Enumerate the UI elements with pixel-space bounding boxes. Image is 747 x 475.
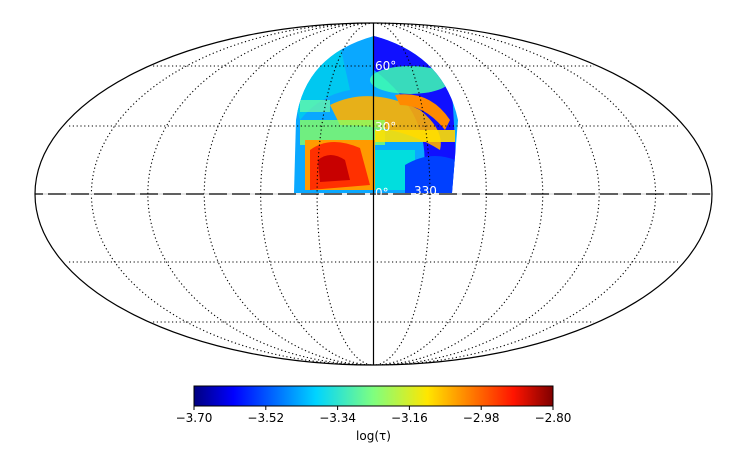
meridian-line [147,22,374,366]
meridian-line [373,22,600,366]
data-patch [294,36,458,193]
colorbar-tick: −2.98 [463,411,500,425]
colorbar-tick: −2.80 [535,411,572,425]
map-outline [34,22,713,366]
colorbar-tick: −3.52 [247,411,284,425]
colorbar [193,385,554,407]
colorbar-label: log(τ) [356,429,391,443]
lon-label-330: 330 [414,184,437,198]
colorbar-tick: −3.34 [319,411,356,425]
lat-label-30: 30° [375,120,396,134]
lon-label-0: 0° [375,186,389,200]
colorbar-ticks: −3.70 −3.52 −3.34 −3.16 −2.98 −2.80 [176,406,572,425]
lat-label-60: 60° [375,59,396,73]
colorbar-tick: −3.16 [391,411,428,425]
colorbar-tick: −3.70 [176,411,213,425]
